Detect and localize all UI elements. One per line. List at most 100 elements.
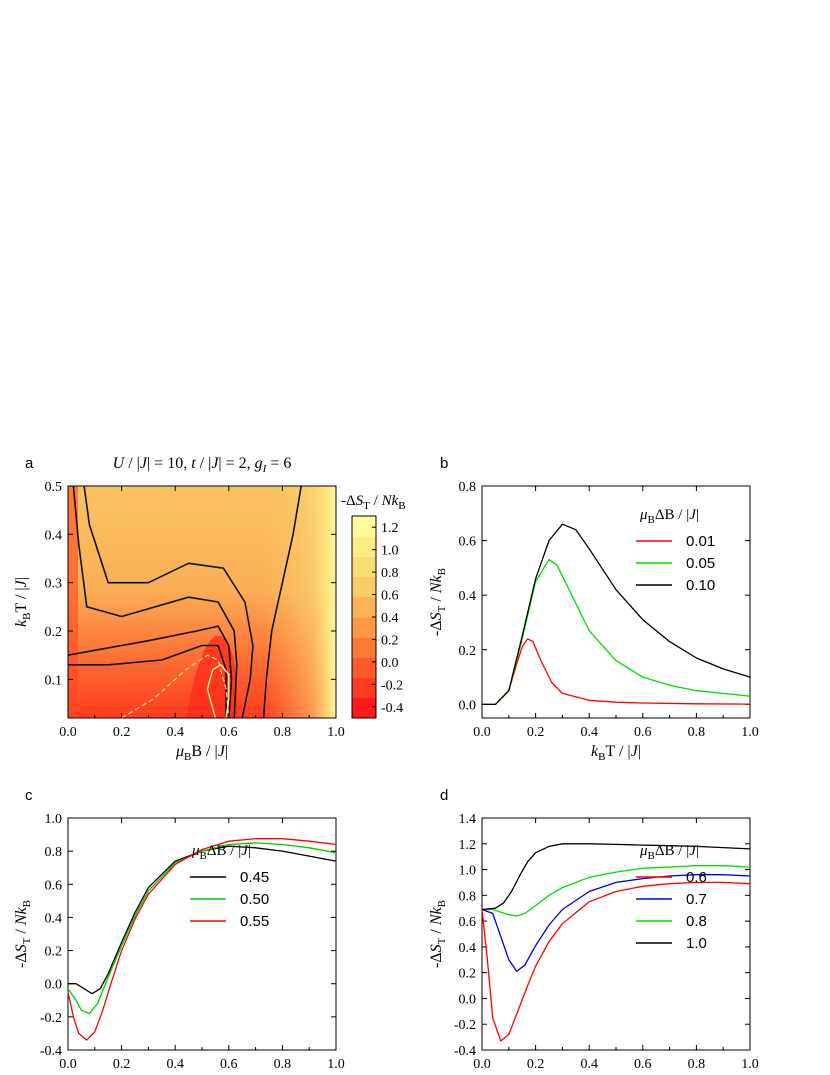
x-tick-label: 0.8 <box>688 725 706 740</box>
colorbar-swatch <box>352 536 376 557</box>
colorbar-swatch <box>352 617 376 638</box>
series-line-1.0 <box>481 843 751 911</box>
y-tick-label: -0.4 <box>40 1044 62 1059</box>
panel-label: d <box>440 787 448 804</box>
label-symbol: S <box>13 944 30 952</box>
label-symbol: J <box>218 743 226 760</box>
y-tick-label: 0.4 <box>45 911 63 926</box>
x-tick-label: 1.0 <box>327 725 345 740</box>
series-line-0.7 <box>481 874 751 973</box>
y-tick-label: 0.2 <box>45 945 63 960</box>
y-tick-label: 0.8 <box>45 845 63 860</box>
label-symbol: J <box>631 743 639 760</box>
legend-entry: 0.50 <box>240 891 269 908</box>
label-text: B / | <box>191 743 217 760</box>
title-part: = 6 <box>266 455 291 472</box>
series-line-0.8 <box>482 865 751 917</box>
colorbar-swatch <box>352 576 376 598</box>
title-part: J <box>140 455 148 472</box>
panel-d: d 0.0 0.2 0.4 0.6 0.8 1.0 -0.4 -0.2 0.0 0.2 0.4 0.6 0… <box>428 787 759 1072</box>
title-part: | = 10, <box>147 455 191 472</box>
series-group <box>482 523 751 706</box>
y-tick-label: 0.0 <box>459 992 477 1007</box>
legend-entry: 0.05 <box>686 555 715 572</box>
label-subscript: B <box>21 613 33 620</box>
label-subscript: T <box>21 937 33 944</box>
legend-entry: 1.0 <box>686 935 707 952</box>
x-tick-label: 0.2 <box>113 725 131 740</box>
x-tick-label: 1.0 <box>741 1057 759 1072</box>
label-text: | <box>248 843 251 859</box>
y-tick-label: 1.0 <box>45 812 63 827</box>
label-symbol: J <box>689 507 697 523</box>
x-tick-label: 0.4 <box>166 1057 184 1072</box>
y-tick-label: 0.4 <box>459 941 477 956</box>
label-minus: - <box>428 631 445 636</box>
plot-frame <box>481 817 751 1051</box>
x-axis-label: kBT / |J| <box>591 743 641 763</box>
label-subscript: B <box>436 900 448 907</box>
label-subscript: B <box>436 568 448 575</box>
label-subscript: B <box>598 751 605 763</box>
y-tick-label: 1.4 <box>459 812 477 827</box>
series-group <box>481 843 751 1042</box>
title-part: | = 2, <box>218 455 254 472</box>
label-subscript: B <box>648 850 655 862</box>
plot-frame <box>481 485 751 719</box>
panel-c: c 0.0 0.2 0.4 0.6 0.8 1.0 -0.4 -0.2 0.0 0.2 0.4 0.6 0… <box>13 787 345 1072</box>
y-axis-label: -ΔST / NkB <box>13 900 33 968</box>
title-part: t <box>191 455 196 472</box>
y-tick-label: 0.2 <box>45 625 63 640</box>
y-tick-label: 0.0 <box>459 698 477 713</box>
x-tick-label: 0.2 <box>527 1057 545 1072</box>
legend-title: μBΔB / |J| <box>639 507 699 526</box>
contour-line <box>68 644 227 718</box>
heatmap-field <box>68 486 336 718</box>
legend-entry: 0.7 <box>686 891 707 908</box>
heatmap-left-band <box>68 486 78 718</box>
y-tick-label: -0.2 <box>40 1011 62 1026</box>
label-text: ΔB / | <box>655 843 689 859</box>
y-tick-label: 0.1 <box>45 673 63 688</box>
y-tick-label: 0.5 <box>45 480 63 495</box>
label-minus: - <box>341 493 346 509</box>
x-tick-label: 1.0 <box>741 725 759 740</box>
heatmap-high-region <box>260 486 336 718</box>
x-tick-label: 0.2 <box>527 725 545 740</box>
title-part: U <box>113 455 126 472</box>
x-tick-label: 0.6 <box>634 725 652 740</box>
label-symbol: k <box>591 743 599 760</box>
x-tick-label: 0.0 <box>59 725 77 740</box>
colorbar-tick-label: 0.0 <box>381 656 399 671</box>
contour-line <box>72 486 238 718</box>
label-text: | <box>13 577 30 580</box>
x-tick-label: 0.2 <box>113 1057 131 1072</box>
y-tick-label: 0.2 <box>459 967 477 982</box>
y-tick-label: -0.2 <box>454 1018 476 1033</box>
heatmap-low-region <box>185 635 238 718</box>
colorbar-swatch <box>352 697 376 719</box>
x-tick-label: 0.6 <box>634 1057 652 1072</box>
series-line-0.10 <box>482 523 751 706</box>
contour-line <box>262 486 302 718</box>
colorbar-tick-label: 1.2 <box>381 521 399 536</box>
colorbar-tick-label: 0.6 <box>381 589 399 604</box>
label-symbol: μ <box>639 843 648 859</box>
label-symbol: k <box>392 493 399 509</box>
label-subscript: B <box>648 514 655 526</box>
colorbar-title: -ΔST / NkB <box>341 493 406 512</box>
colorbar-swatch <box>352 516 376 537</box>
colorbar-swatch <box>352 596 376 618</box>
y-tick-label: 0.2 <box>459 644 477 659</box>
label-symbol: μ <box>639 507 648 523</box>
colorbar-tick-label: -0.4 <box>381 701 403 716</box>
series-line-0.50 <box>67 842 337 1015</box>
colorbar-swatch <box>352 556 376 578</box>
label-symbol: k <box>13 906 30 914</box>
legend-entry: 0.55 <box>240 913 269 930</box>
label-text: T / | <box>13 587 30 612</box>
title-part: g <box>255 455 263 472</box>
y-tick-label: 0.6 <box>45 878 63 893</box>
